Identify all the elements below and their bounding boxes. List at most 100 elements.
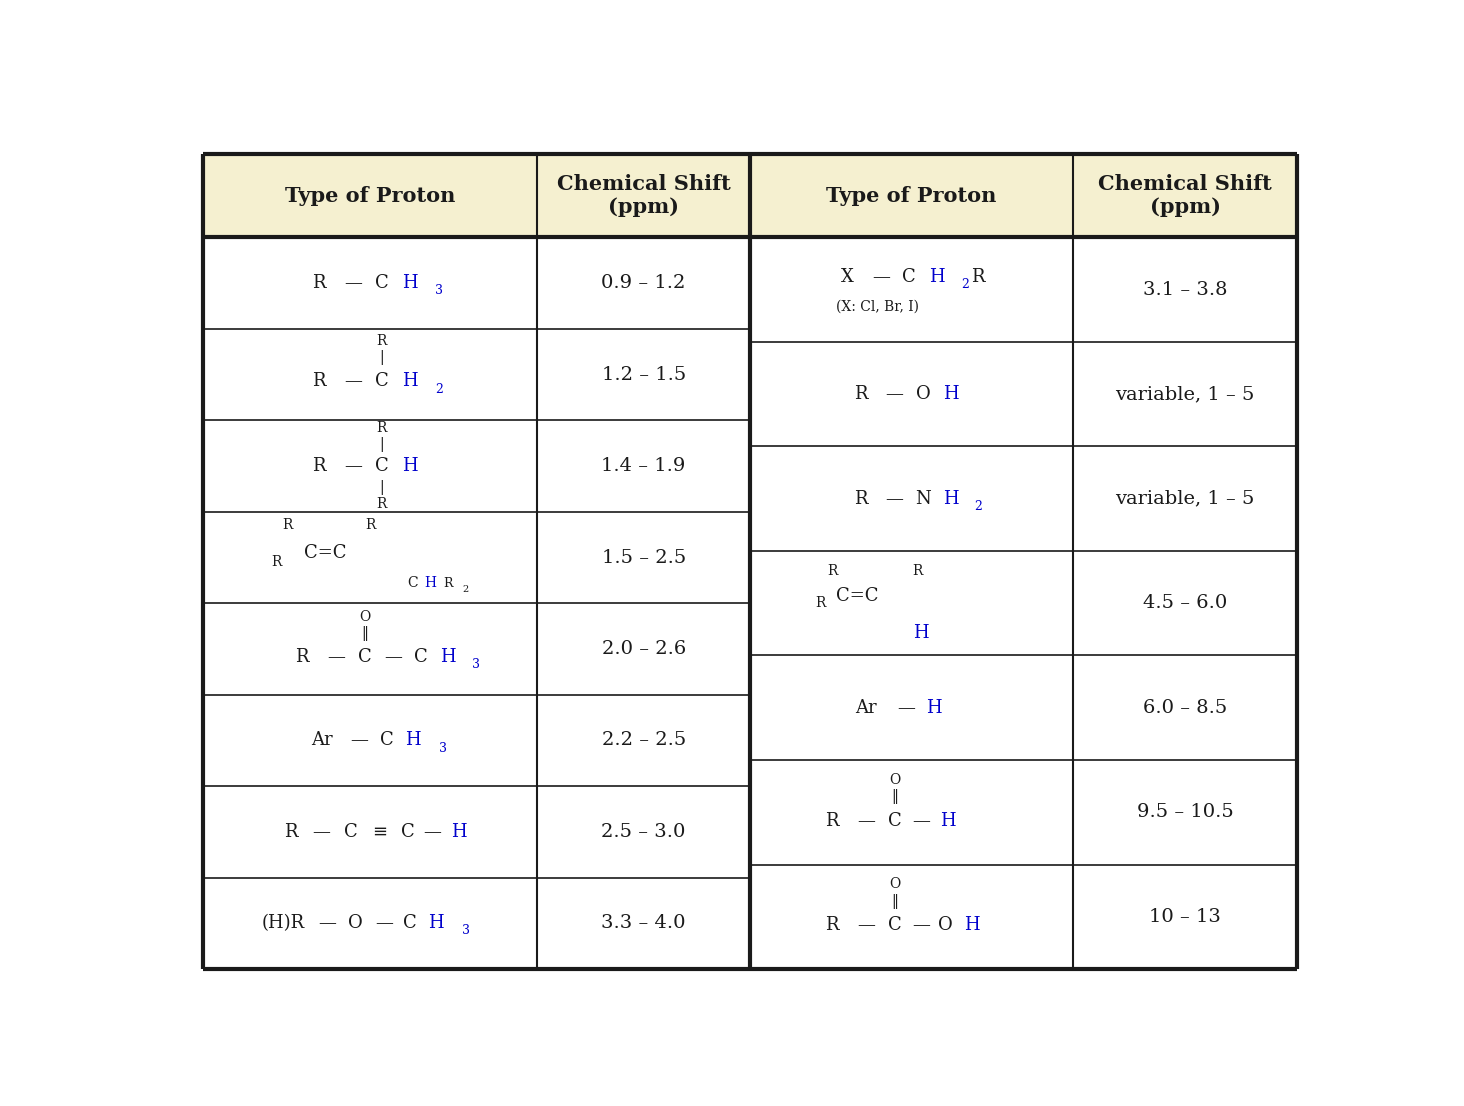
Text: —: — [912, 812, 930, 830]
Text: —: — [384, 648, 401, 667]
Bar [203, 238, 1297, 969]
Text: —: — [312, 823, 331, 841]
Text: variable, 1 – 5: variable, 1 – 5 [1116, 490, 1255, 508]
Text: 2: 2 [463, 585, 468, 594]
Text: 9.5 – 10.5: 9.5 – 10.5 [1136, 803, 1234, 822]
Text: C: C [375, 373, 388, 390]
Text: H: H [403, 457, 417, 476]
Text: H: H [403, 373, 417, 390]
Text: O: O [915, 385, 930, 404]
Text: |: | [379, 437, 384, 452]
Text: 3.1 – 3.8: 3.1 – 3.8 [1143, 281, 1227, 299]
Text: R: R [365, 518, 375, 532]
Text: H: H [427, 915, 444, 932]
Text: ‖: ‖ [362, 626, 367, 641]
Text: H: H [943, 385, 959, 404]
Text: 1.4 – 1.9: 1.4 – 1.9 [602, 457, 685, 476]
Text: —: — [886, 385, 903, 404]
Text: H: H [940, 812, 956, 830]
Text: R: R [312, 457, 326, 476]
Text: O: O [889, 877, 900, 891]
Text: R: R [376, 420, 386, 435]
Text: 1.2 – 1.5: 1.2 – 1.5 [602, 366, 685, 384]
Text: R: R [912, 564, 922, 577]
Text: |: | [379, 480, 384, 494]
Text: C: C [401, 823, 414, 841]
Text: —: — [858, 916, 875, 935]
Text: variable, 1 – 5: variable, 1 – 5 [1116, 385, 1255, 404]
Text: R: R [854, 490, 867, 508]
Text: —: — [318, 915, 337, 932]
Text: O: O [359, 609, 370, 624]
Text: C: C [902, 268, 916, 286]
Text: H: H [403, 274, 417, 292]
Text: ≡: ≡ [372, 823, 386, 841]
Text: R: R [815, 596, 826, 611]
Text: |: | [379, 351, 384, 365]
Text: C: C [357, 648, 372, 667]
Text: R: R [826, 916, 839, 935]
Text: 3: 3 [461, 925, 470, 938]
Text: C: C [344, 823, 357, 841]
Text: 1.5 – 2.5: 1.5 – 2.5 [602, 549, 685, 566]
Text: R: R [296, 648, 309, 667]
Text: C=C: C=C [303, 544, 346, 562]
Text: R: R [444, 576, 454, 589]
Text: —: — [897, 699, 915, 717]
Text: Ar: Ar [855, 699, 877, 717]
Text: —: — [350, 731, 367, 750]
Text: C: C [887, 812, 902, 830]
Text: C: C [375, 274, 388, 292]
Text: 3: 3 [471, 658, 480, 671]
Text: O: O [889, 773, 900, 786]
Text: —: — [912, 916, 930, 935]
Text: H: H [943, 490, 959, 508]
Text: H: H [928, 268, 944, 286]
Text: H: H [439, 648, 455, 667]
Text: R: R [376, 498, 386, 511]
Text: —: — [375, 915, 392, 932]
Text: —: — [886, 490, 903, 508]
Text: H: H [914, 624, 928, 643]
Text: —: — [344, 457, 362, 476]
Text: —: — [423, 823, 442, 841]
Text: ‖: ‖ [892, 894, 897, 909]
Text: R: R [284, 823, 297, 841]
Text: 2.2 – 2.5: 2.2 – 2.5 [602, 731, 685, 750]
Text: 0.9 – 1.2: 0.9 – 1.2 [602, 274, 685, 292]
Text: Ar: Ar [310, 731, 332, 750]
Text: R: R [312, 274, 326, 292]
Text: 2: 2 [960, 278, 969, 291]
Text: 6.0 – 8.5: 6.0 – 8.5 [1143, 699, 1227, 717]
Text: —: — [344, 274, 362, 292]
Text: Chemical Shift
(ppm): Chemical Shift (ppm) [556, 174, 731, 218]
Text: C: C [407, 576, 417, 591]
Text: R: R [376, 334, 386, 347]
Text: R: R [826, 812, 839, 830]
Text: 2.0 – 2.6: 2.0 – 2.6 [602, 640, 685, 658]
Text: R: R [283, 518, 293, 532]
Text: 3.3 – 4.0: 3.3 – 4.0 [602, 915, 687, 932]
Text: —: — [344, 373, 362, 390]
Text: (X: Cl, Br, I): (X: Cl, Br, I) [836, 300, 919, 314]
Text: —: — [873, 268, 890, 286]
Text: Chemical Shift
(ppm): Chemical Shift (ppm) [1098, 174, 1272, 218]
Text: N: N [915, 490, 931, 508]
Text: Type of Proton: Type of Proton [285, 186, 455, 206]
Text: C: C [403, 915, 417, 932]
Text: R: R [271, 555, 281, 568]
Text: 2: 2 [435, 383, 444, 396]
Text: H: H [963, 916, 979, 935]
Bar [203, 154, 1297, 238]
Text: 4.5 – 6.0: 4.5 – 6.0 [1143, 594, 1227, 613]
Text: 3: 3 [435, 284, 444, 298]
Text: C=C: C=C [836, 587, 878, 605]
Text: 3: 3 [439, 741, 447, 754]
Text: X: X [840, 268, 854, 286]
Text: (H)R: (H)R [261, 915, 305, 932]
Text: C: C [381, 731, 394, 750]
Text: R: R [854, 385, 867, 404]
Text: —: — [328, 648, 346, 667]
Text: H: H [451, 823, 467, 841]
Text: H: H [406, 731, 422, 750]
